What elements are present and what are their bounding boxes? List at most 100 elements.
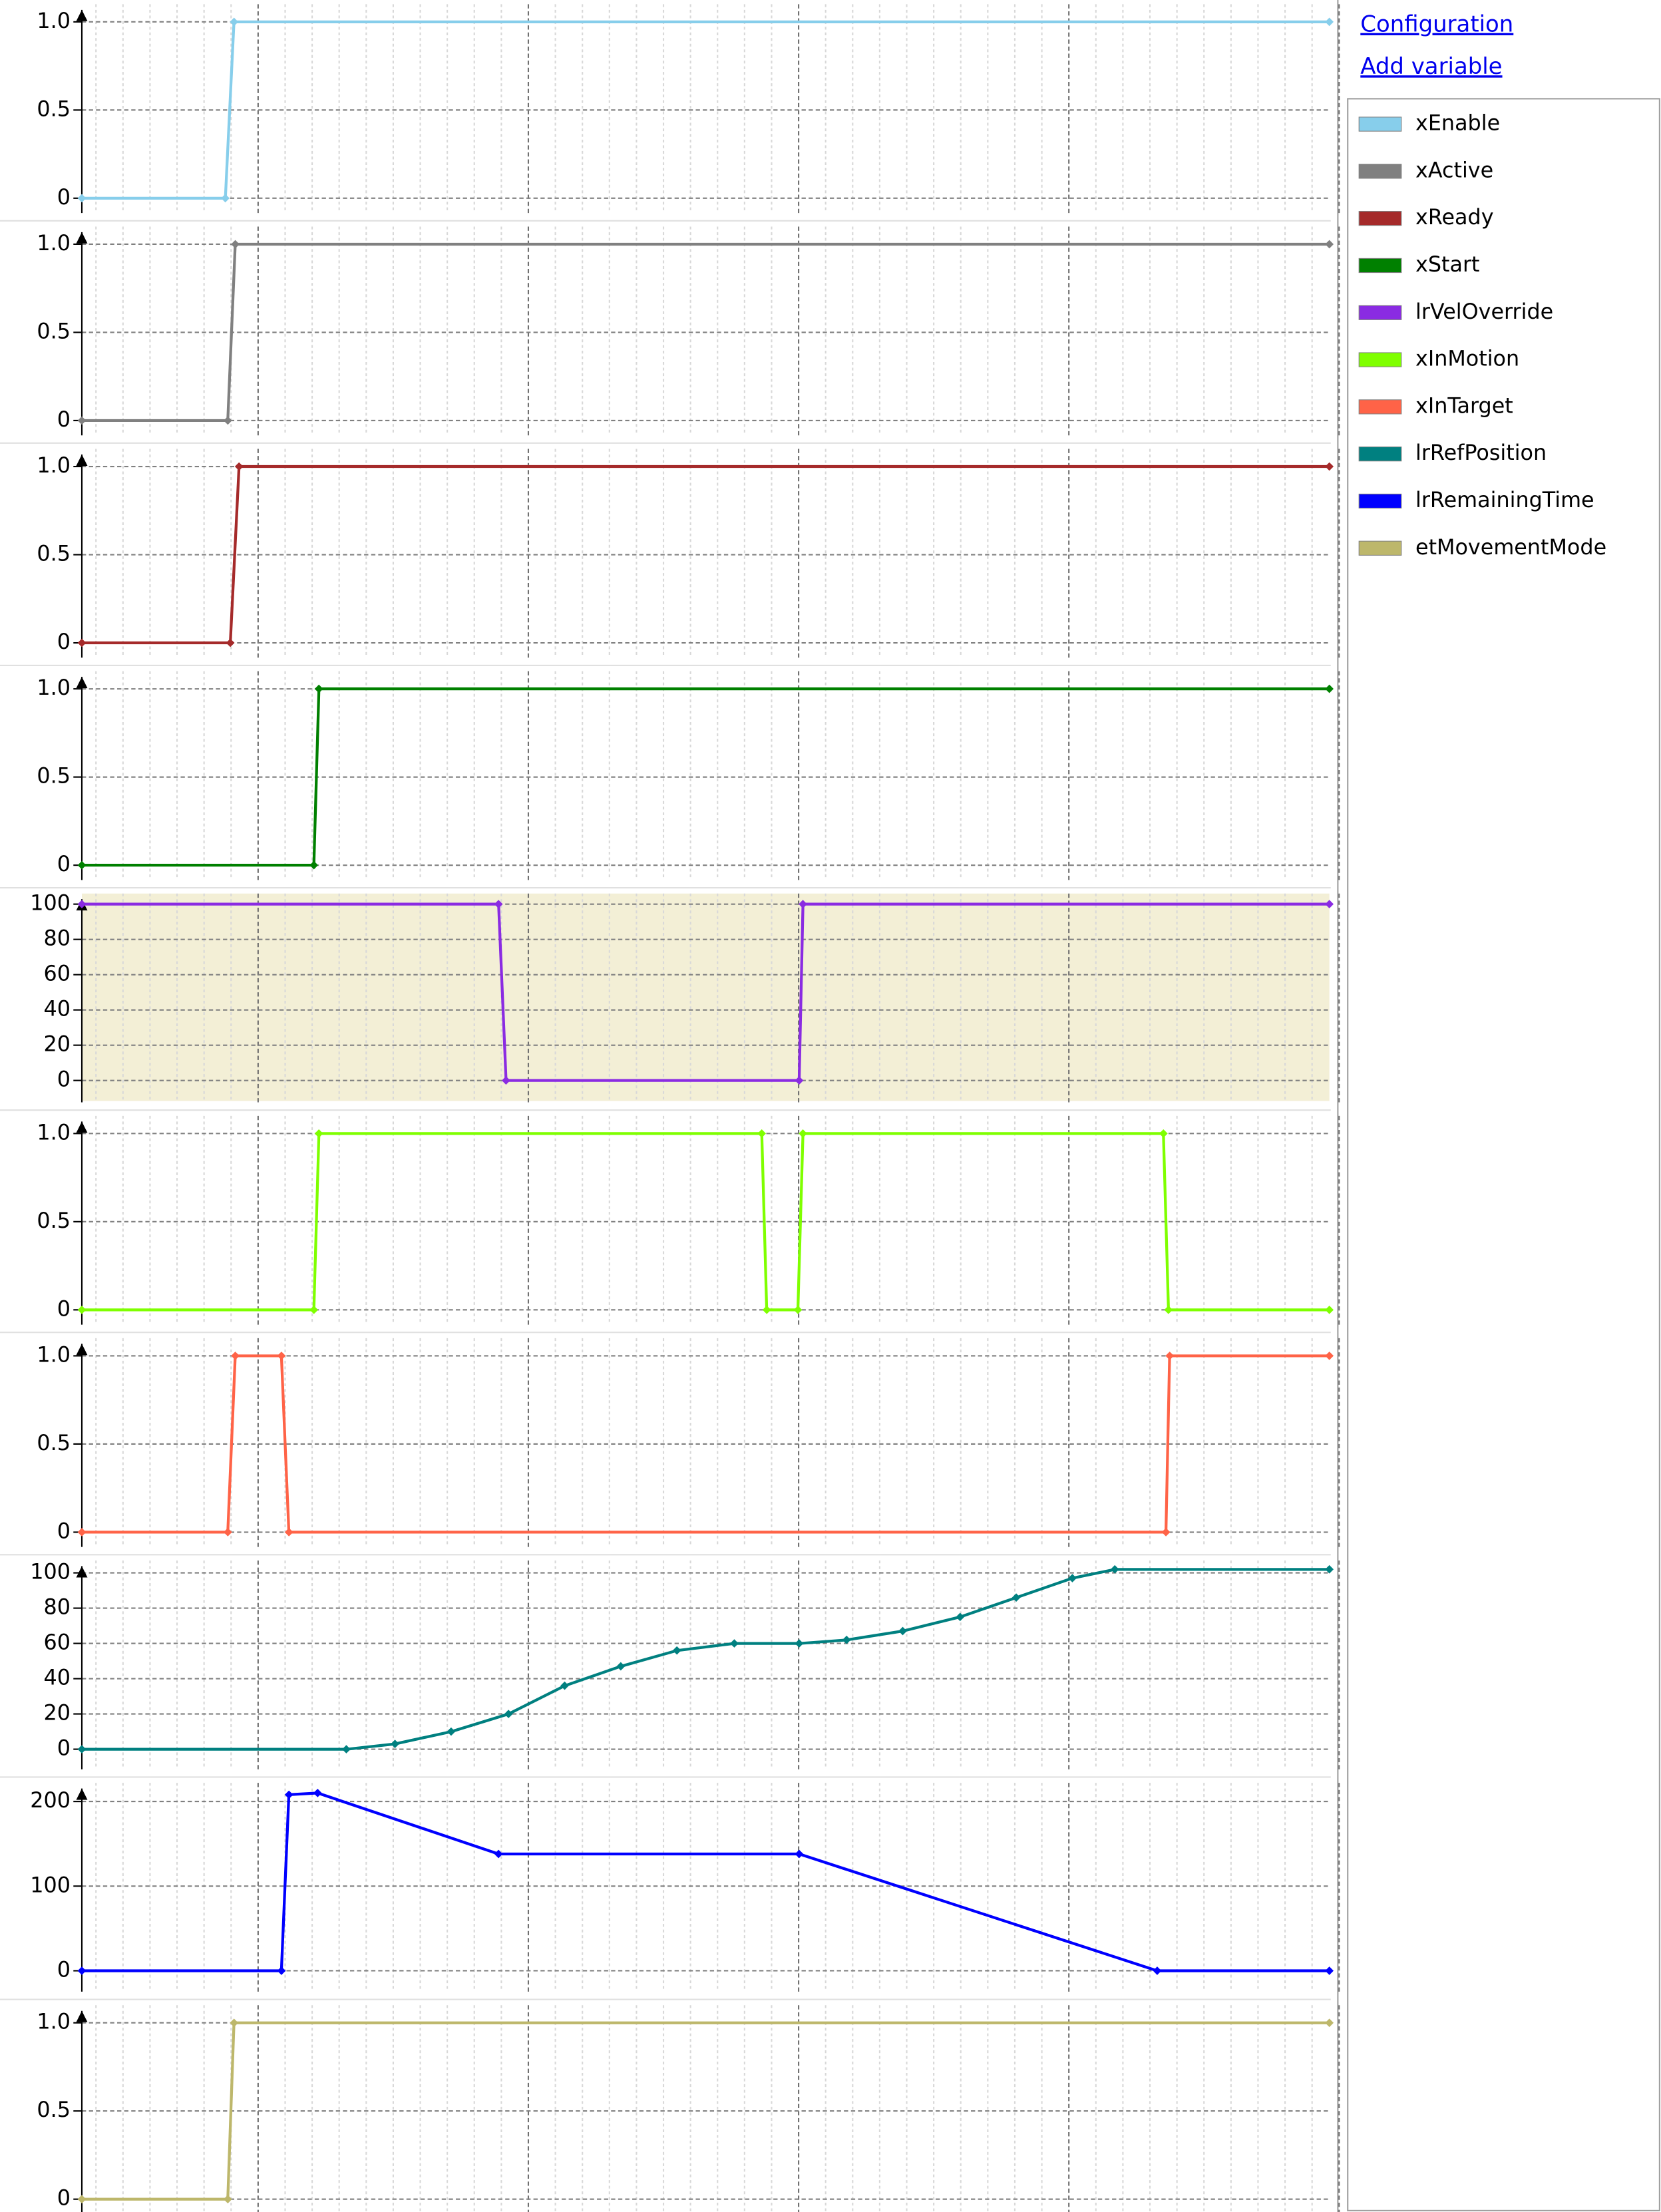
axis-arrow	[76, 677, 88, 689]
trace-plot: 0 0.5 1.0	[0, 449, 1340, 667]
y-tick-label: 0.5	[37, 542, 71, 566]
configuration-link[interactable]: Configuration	[1360, 11, 1513, 37]
y-tick-label: 20	[44, 1701, 71, 1726]
sample-marker	[494, 900, 503, 909]
sample-marker	[223, 416, 232, 425]
trace-plot: 0 0.5 1.0	[37, 2005, 1340, 2212]
axis-arrow	[76, 1121, 88, 1133]
sample-marker	[77, 194, 87, 203]
sample-marker	[223, 1528, 232, 1537]
add-variable-link[interactable]: Add variable	[1360, 53, 1502, 79]
y-tick-label: 40	[44, 1666, 71, 1690]
sample-marker	[77, 900, 87, 909]
sample-marker	[1012, 1593, 1021, 1602]
y-tick-label: 0	[57, 1736, 71, 1761]
legend-label: xReady	[1415, 205, 1494, 230]
y-tick-label: 40	[44, 997, 71, 1021]
y-tick-label: 1.0	[37, 675, 71, 700]
trace-line	[81, 1791, 1330, 1972]
legend-label: lrRefPosition	[1415, 441, 1547, 465]
y-tick-label: 1.0	[37, 1120, 71, 1145]
y-tick-label: 0	[57, 1958, 71, 1982]
sample-marker	[342, 1745, 351, 1753]
y-tick-label: 0	[57, 185, 71, 210]
trace-line	[81, 1132, 1330, 1312]
legend-swatch	[1358, 352, 1402, 367]
legend-swatch	[1358, 399, 1402, 415]
trace-plot: 0 100 200	[0, 1783, 1340, 2000]
sample-marker	[314, 1129, 323, 1138]
trace-plot: 0 0.5 1.0	[0, 671, 1340, 889]
trace-line	[81, 242, 1330, 423]
sample-marker	[616, 1662, 626, 1671]
y-tick-label: 100	[30, 891, 71, 916]
y-tick-label: 0.5	[37, 319, 71, 343]
legend-label: lrRemainingTime	[1415, 488, 1594, 512]
legend-swatch	[1358, 540, 1402, 556]
y-tick-label: 20	[44, 1032, 71, 1057]
trace-plot: 0 0.5 1.0	[0, 226, 1340, 444]
trace-plot: 0 0.5 1.0	[0, 4, 1340, 222]
sample-marker	[77, 2195, 87, 2204]
trace-line	[81, 20, 1330, 200]
axis-arrow	[76, 2010, 88, 2022]
sample-marker	[223, 2195, 232, 2204]
sample-marker	[560, 1681, 569, 1690]
axis-arrow	[76, 1788, 88, 1800]
y-tick-label: 0	[57, 630, 71, 654]
legend: xEnable xActive xReady xStart lrVelOverride x…	[1358, 111, 1606, 560]
legend-swatch	[1358, 164, 1402, 179]
sample-marker	[230, 2018, 239, 2028]
sample-marker	[284, 1790, 293, 1799]
y-tick-label: 1.0	[37, 1342, 71, 1367]
y-tick-label: 0.5	[37, 96, 71, 121]
legend-label: xEnable	[1415, 111, 1500, 136]
axis-arrow	[76, 1566, 88, 1578]
sample-marker	[762, 1305, 771, 1314]
legend-swatch	[1358, 258, 1402, 274]
sample-marker	[313, 1789, 322, 1797]
sample-marker	[77, 416, 87, 425]
sample-marker	[504, 1710, 513, 1718]
sample-marker	[842, 1635, 851, 1644]
sample-marker	[77, 1528, 87, 1537]
trace-plot: 0 20 40 60 80 100	[0, 891, 1340, 1111]
axis-arrow	[76, 9, 88, 21]
y-tick-label: 80	[44, 926, 71, 951]
axis-arrow	[76, 232, 88, 244]
y-tick-label: 0	[57, 407, 71, 432]
sample-marker	[234, 462, 244, 471]
sample-marker	[231, 1352, 240, 1360]
sample-marker	[230, 17, 239, 27]
trace-line	[81, 687, 1330, 867]
y-tick-label: 1.0	[37, 2010, 71, 2034]
y-tick-label: 0	[57, 2186, 71, 2211]
legend-label: lrVelOverride	[1415, 299, 1553, 324]
trace-line	[81, 1354, 1330, 1534]
trace-plot: 0 0.5 1.0	[0, 1338, 1340, 1556]
legend-swatch	[1358, 305, 1402, 320]
legend-swatch	[1358, 447, 1402, 462]
sample-marker	[1068, 1574, 1077, 1582]
legend-label: xInMotion	[1415, 347, 1519, 371]
legend-swatch	[1358, 211, 1402, 226]
sample-marker	[795, 1639, 804, 1648]
sample-marker	[77, 1745, 87, 1753]
sample-marker	[309, 860, 319, 870]
sample-marker	[391, 1740, 399, 1748]
y-tick-label: 0.5	[37, 2098, 71, 2122]
sample-marker	[77, 1966, 87, 1975]
y-tick-label: 60	[44, 1630, 71, 1655]
y-tick-label: 0	[57, 1067, 71, 1092]
y-tick-label: 1.0	[37, 9, 71, 33]
y-tick-label: 80	[44, 1595, 71, 1620]
axis-arrow	[76, 1344, 88, 1356]
sample-marker	[277, 1966, 286, 1975]
y-tick-label: 0	[57, 1519, 71, 1543]
sample-marker	[77, 860, 87, 870]
y-tick-label: 60	[44, 962, 71, 986]
legend-label: xInTarget	[1415, 393, 1513, 418]
plots: 0 0.5 1.0 0 0.5 1.0 0 0.5 1.0 0 0.5 1.0 0 20 40 60 80 100…	[0, 4, 1340, 2212]
